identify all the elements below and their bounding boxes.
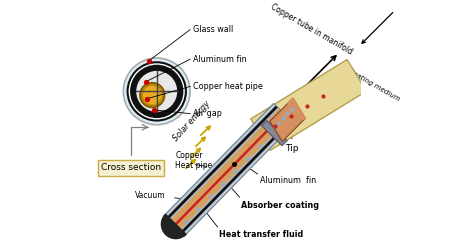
Polygon shape — [162, 214, 186, 239]
Text: Aluminum  fin: Aluminum fin — [260, 176, 316, 185]
Text: Absorber coating: Absorber coating — [241, 201, 319, 209]
Polygon shape — [168, 108, 290, 232]
Circle shape — [128, 62, 186, 121]
Text: Vacuum: Vacuum — [135, 191, 166, 200]
Text: Copper heat pipe: Copper heat pipe — [192, 82, 263, 91]
Text: Solar energy: Solar energy — [171, 100, 212, 143]
Text: Copper
Heat pipe: Copper Heat pipe — [175, 151, 212, 170]
Circle shape — [130, 65, 183, 118]
Text: Aluminum fin: Aluminum fin — [192, 55, 246, 64]
Text: Heat transfer fluid: Heat transfer fluid — [219, 230, 303, 239]
Polygon shape — [287, 98, 305, 120]
Text: Tip: Tip — [285, 144, 299, 153]
Polygon shape — [166, 106, 292, 234]
Polygon shape — [169, 109, 289, 231]
Polygon shape — [164, 103, 294, 236]
Text: Heating medium: Heating medium — [347, 68, 401, 103]
Circle shape — [123, 58, 190, 125]
Polygon shape — [251, 60, 366, 150]
Text: Air gap: Air gap — [192, 109, 221, 118]
Circle shape — [140, 83, 164, 107]
Polygon shape — [165, 105, 293, 235]
Polygon shape — [270, 98, 305, 142]
Text: Glass wall: Glass wall — [192, 25, 233, 34]
Circle shape — [143, 86, 162, 104]
Circle shape — [136, 71, 177, 112]
Polygon shape — [262, 121, 287, 146]
Text: Cross section: Cross section — [101, 164, 161, 172]
Text: Copper tube in manifold: Copper tube in manifold — [269, 2, 354, 57]
